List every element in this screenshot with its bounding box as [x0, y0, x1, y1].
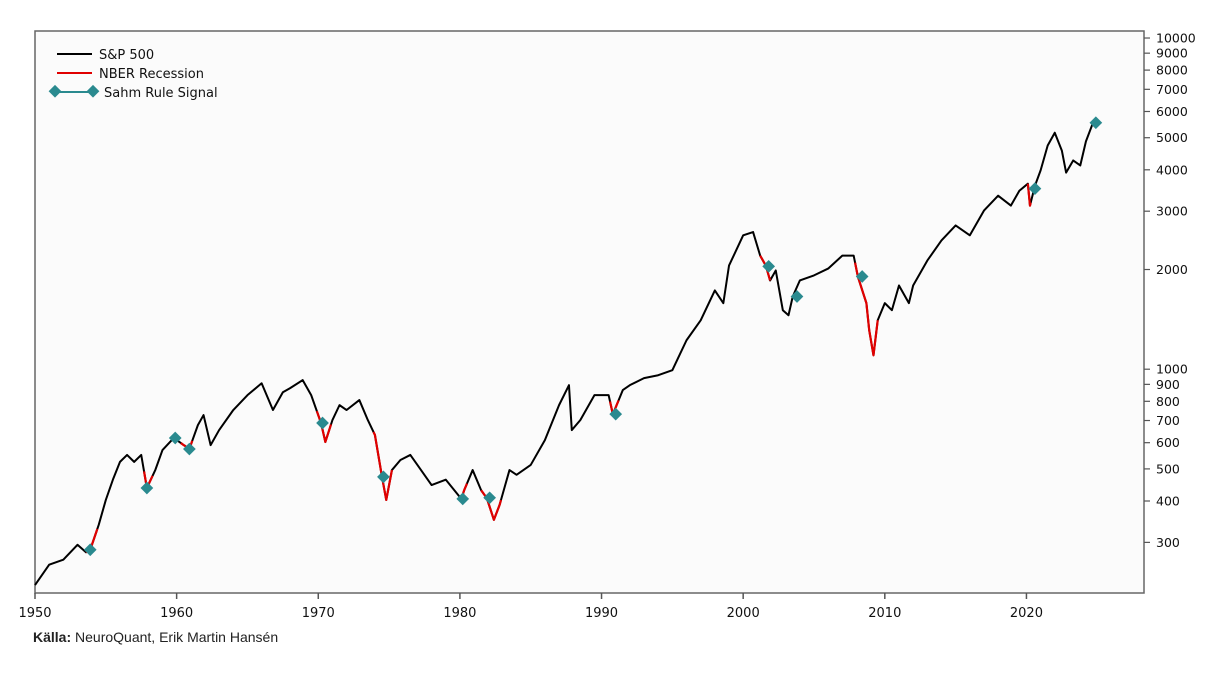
source-note: Källa: NeuroQuant, Erik Martin Hansén	[33, 629, 278, 645]
legend-sahm-label: Sahm Rule Signal	[104, 86, 218, 101]
y-tick-label: 700	[1156, 413, 1180, 428]
y-tick-label: 5000	[1156, 130, 1188, 145]
sp500-line	[34, 122, 1094, 586]
sahm-signal-marker	[483, 491, 497, 505]
x-tick-label: 1950	[18, 606, 51, 621]
y-tick-label: 4000	[1156, 162, 1188, 177]
y-tick-label: 1000	[1156, 362, 1188, 377]
recession-segment	[480, 489, 503, 521]
y-tick-label: 400	[1156, 494, 1180, 509]
x-tick-label: 2010	[868, 606, 901, 621]
x-tick-label: 1960	[160, 606, 193, 621]
y-tick-label: 900	[1156, 377, 1180, 392]
plot-area	[34, 30, 1145, 594]
sahm-signal-marker	[183, 442, 196, 456]
sahm-signal-marker	[377, 470, 390, 484]
x-tick-label: 1970	[302, 606, 335, 621]
x-tick-label: 2020	[1010, 606, 1043, 621]
x-tick-label: 2000	[727, 606, 760, 621]
recession-segment	[315, 410, 333, 444]
y-tick-label: 600	[1156, 435, 1180, 450]
y-tick-label: 8000	[1156, 63, 1188, 78]
source-label: Källa:	[33, 629, 72, 645]
x-tick-label: 1980	[443, 606, 476, 621]
y-tick-label: 10000	[1156, 31, 1196, 46]
sahm-signal-marker	[456, 492, 470, 506]
y-tick-label: 800	[1156, 394, 1180, 409]
y-tick-label: 6000	[1156, 104, 1188, 119]
legend: S&P 500 NBER Recession Sahm Rule Signal	[48, 48, 218, 101]
recession-segment	[853, 262, 879, 357]
sahm-signal-marker	[140, 481, 154, 495]
y-tick-label: 500	[1156, 461, 1180, 476]
recession-segment	[1026, 183, 1032, 207]
legend-recession-label: NBER Recession	[99, 67, 204, 82]
y-tick-label: 2000	[1156, 262, 1188, 277]
legend-sp500-label: S&P 500	[99, 48, 154, 63]
y-tick-label: 3000	[1156, 204, 1188, 219]
sahm-signal-marker	[168, 431, 182, 445]
source-text: NeuroQuant, Erik Martin Hansén	[75, 629, 279, 645]
y-tick-label: 7000	[1156, 82, 1188, 97]
legend-sahm-diamond-icon	[48, 84, 62, 98]
x-tick-label: 1990	[585, 606, 618, 621]
y-tick-label: 9000	[1156, 46, 1188, 61]
y-tick-label: 300	[1156, 535, 1180, 550]
sahm-signal-marker	[316, 416, 329, 430]
